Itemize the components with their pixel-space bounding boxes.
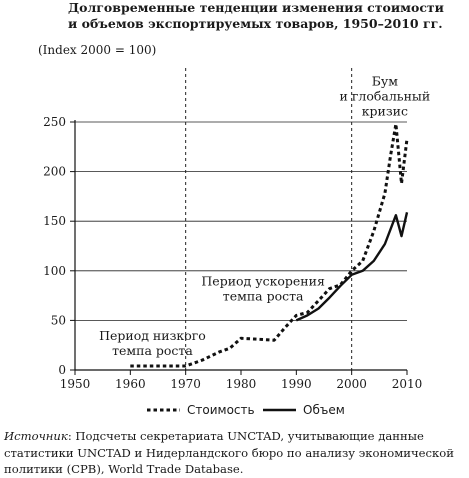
annotation-1-line-1: Период низкого bbox=[99, 328, 206, 343]
x-tick-label-2000: 2000 bbox=[336, 377, 367, 391]
line-chart: 0 50 100 150 200 250 1950 1960 1970 1980 1990 2000 2… bbox=[43, 68, 431, 417]
x-tick-label-1970: 1970 bbox=[170, 377, 201, 391]
x-tick-label-1950: 1950 bbox=[60, 377, 91, 391]
series-line-volume bbox=[295, 212, 409, 322]
chart-title-line-1: Долговременные тенденции изменения стоим… bbox=[68, 0, 444, 15]
y-tick-label-0: 0 bbox=[58, 363, 66, 377]
source-text: : Подсчеты секретариата UNCTAD, учитываю… bbox=[4, 429, 454, 476]
y-tick-label-50: 50 bbox=[51, 313, 66, 327]
y-axis-unit-label: (Index 2000 = 100) bbox=[38, 43, 157, 57]
source-note: Источник: Подсчеты секретариата UNCTAD, … bbox=[4, 428, 466, 478]
annotation-3-line-3: кризис bbox=[362, 103, 408, 118]
annotation-2-line-1: Период ускорения bbox=[201, 274, 325, 289]
legend-label-volume: Объем bbox=[303, 403, 345, 417]
chart-title-line-2: и объемов экспортируемых товаров, 1950–2… bbox=[68, 16, 443, 31]
x-tick-label-1960: 1960 bbox=[115, 377, 146, 391]
y-tick-label-250: 250 bbox=[43, 115, 66, 129]
y-tick-label-100: 100 bbox=[43, 264, 66, 278]
series-line-value bbox=[130, 122, 409, 368]
x-tick-label-1980: 1980 bbox=[226, 377, 257, 391]
source-label: Источник bbox=[4, 429, 68, 443]
y-tick-label-200: 200 bbox=[43, 165, 66, 179]
chart-title: Долговременные тенденции изменения стоим… bbox=[68, 0, 463, 32]
annotation-1-line-2: темпа роста bbox=[112, 343, 193, 358]
annotation-2-line-2: темпа роста bbox=[223, 289, 304, 304]
annotation-3-line-1: Бум bbox=[372, 73, 399, 88]
annotation-3-line-2: и глобальный bbox=[340, 88, 431, 103]
y-tick-label-150: 150 bbox=[43, 214, 66, 228]
legend-label-value: Стоимость bbox=[187, 403, 255, 417]
x-tick-label-1990: 1990 bbox=[281, 377, 312, 391]
x-tick-label-2010: 2010 bbox=[392, 377, 423, 391]
